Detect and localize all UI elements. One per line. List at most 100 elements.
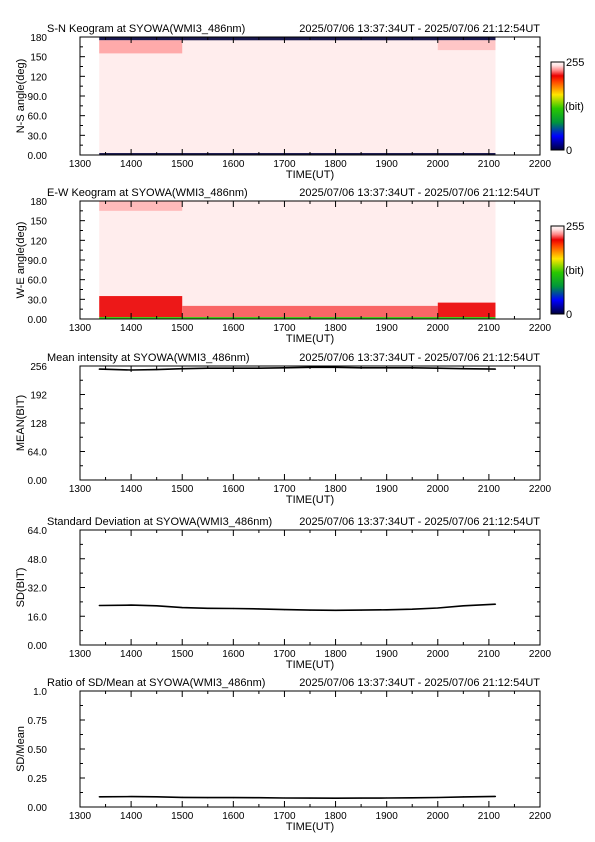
heatmap-band [99,317,496,319]
x-tick-label: 1400 [120,484,143,495]
x-tick-label: 1900 [376,323,399,334]
panel-5: Ratio of SD/Mean at SYOWA(WMI3_486nm) 202… [15,677,552,833]
x-tick-label: 1700 [273,484,296,495]
heatmap-band [99,296,183,318]
x-axis-label: TIME(UT) [286,659,334,671]
x-tick-label: 1300 [69,484,92,495]
data-point [411,608,413,610]
x-tick-label: 2000 [427,159,450,170]
x-tick-label: 2100 [478,649,501,660]
x-tick-label: 1800 [324,159,347,170]
panel-4: Standard Deviation at SYOWA(WMI3_486nm) 2… [15,516,552,671]
y-tick-label: 90.0 [28,92,48,103]
y-tick-label: 0.00 [28,803,48,814]
data-point [494,795,497,798]
x-tick-label: 2000 [427,323,450,334]
time-range-label: 2025/07/06 13:37:34UT - 2025/07/06 21:12… [299,352,540,364]
data-point [309,797,311,799]
y-tick-label: 60.0 [28,276,48,287]
x-tick-label: 1600 [222,811,245,822]
x-tick-label: 1400 [120,159,143,170]
y-tick-label: 32.0 [28,584,48,595]
data-point [437,796,439,799]
x-tick-label: 1900 [376,649,399,660]
y-tick-label: 150 [30,217,47,228]
data-point [386,609,388,611]
y-tick-label: 0.00 [28,476,48,487]
x-tick-label: 1400 [120,323,143,334]
y-tick-label: 0.75 [28,716,48,727]
time-range-label: 2025/07/06 13:37:34UT - 2025/07/06 21:12… [299,23,540,35]
data-point [181,607,183,609]
heatmap-band [99,201,183,211]
x-tick-label: 1700 [273,159,296,170]
x-tick-label: 1500 [171,323,194,334]
x-tick-label: 1300 [69,811,92,822]
series-line [99,795,496,800]
data-point [494,368,497,370]
data-point [360,797,362,799]
x-tick-label: 1700 [273,811,296,822]
panel-3: Mean intensity at SYOWA(WMI3_486nm) 2025/… [15,352,552,506]
data-point [130,604,132,606]
colorbar [550,61,565,151]
x-tick-label: 1900 [376,811,399,822]
x-tick-label: 1600 [222,159,245,170]
y-tick-label: 192 [30,391,47,402]
time-range-label: 2025/07/06 13:37:34UT - 2025/07/06 21:12… [299,516,540,528]
colorbar-max-label: 255 [566,57,584,69]
x-tick-label: 1800 [324,811,347,822]
panel-title: Standard Deviation at SYOWA(WMI3_486nm) [47,516,272,528]
panel-title: Mean intensity at SYOWA(WMI3_486nm) [47,352,250,364]
data-point [309,609,311,611]
x-axis-label: TIME(UT) [286,169,334,181]
x-tick-label: 1700 [273,323,296,334]
data-point [98,604,100,607]
data-point [232,797,234,799]
y-tick-label: 1.0 [33,687,47,698]
y-tick-label: 120 [30,72,47,83]
y-tick-label: 64.0 [28,526,48,537]
heatmap-band [437,40,496,51]
data-point [130,795,132,798]
x-tick-label: 1500 [171,159,194,170]
panel-title: S-N Keogram at SYOWA(WMI3_486nm) [47,23,245,35]
data-point [283,797,286,799]
series-line [99,603,496,612]
x-tick-label: 2200 [529,484,552,495]
heatmap-band [182,305,438,318]
data-point [462,796,464,798]
y-tick-label: 48.0 [28,555,48,566]
data-point [156,368,158,371]
x-tick-label: 1300 [69,323,92,334]
data-point [232,607,234,610]
x-tick-label: 2200 [529,159,552,170]
x-tick-label: 1800 [324,323,347,334]
colorbar-min-label: 0 [566,309,572,321]
x-tick-label: 2100 [478,811,501,822]
y-axis-label: N-S angle(deg) [15,59,27,134]
panel-2: E-W Keogram at SYOWA(WMI3_486nm) 2025/07/… [15,187,584,345]
heatmap-background [99,37,496,155]
x-tick-label: 1800 [324,484,347,495]
colorbar-max-label: 255 [566,221,584,233]
x-tick-label: 1900 [376,159,399,170]
time-range-label: 2025/07/06 13:37:34UT - 2025/07/06 21:12… [299,187,540,199]
x-tick-label: 2100 [478,323,501,334]
x-tick-label: 1800 [324,649,347,660]
y-tick-label: 30.0 [28,295,48,306]
y-tick-label: 30.0 [28,131,48,142]
y-tick-label: 90.0 [28,256,48,267]
heatmap-band [99,40,183,54]
data-point [156,605,158,607]
x-tick-label: 1600 [222,649,245,660]
y-tick-label: 120 [30,236,47,247]
plot-frame [79,529,541,646]
y-tick-label: 180 [30,33,47,44]
x-tick-label: 1500 [171,484,194,495]
x-tick-label: 1300 [69,159,92,170]
x-axis-label: TIME(UT) [286,333,334,345]
y-tick-label: 180 [30,197,47,208]
data-point [156,796,158,798]
y-tick-label: 0.00 [28,315,48,326]
